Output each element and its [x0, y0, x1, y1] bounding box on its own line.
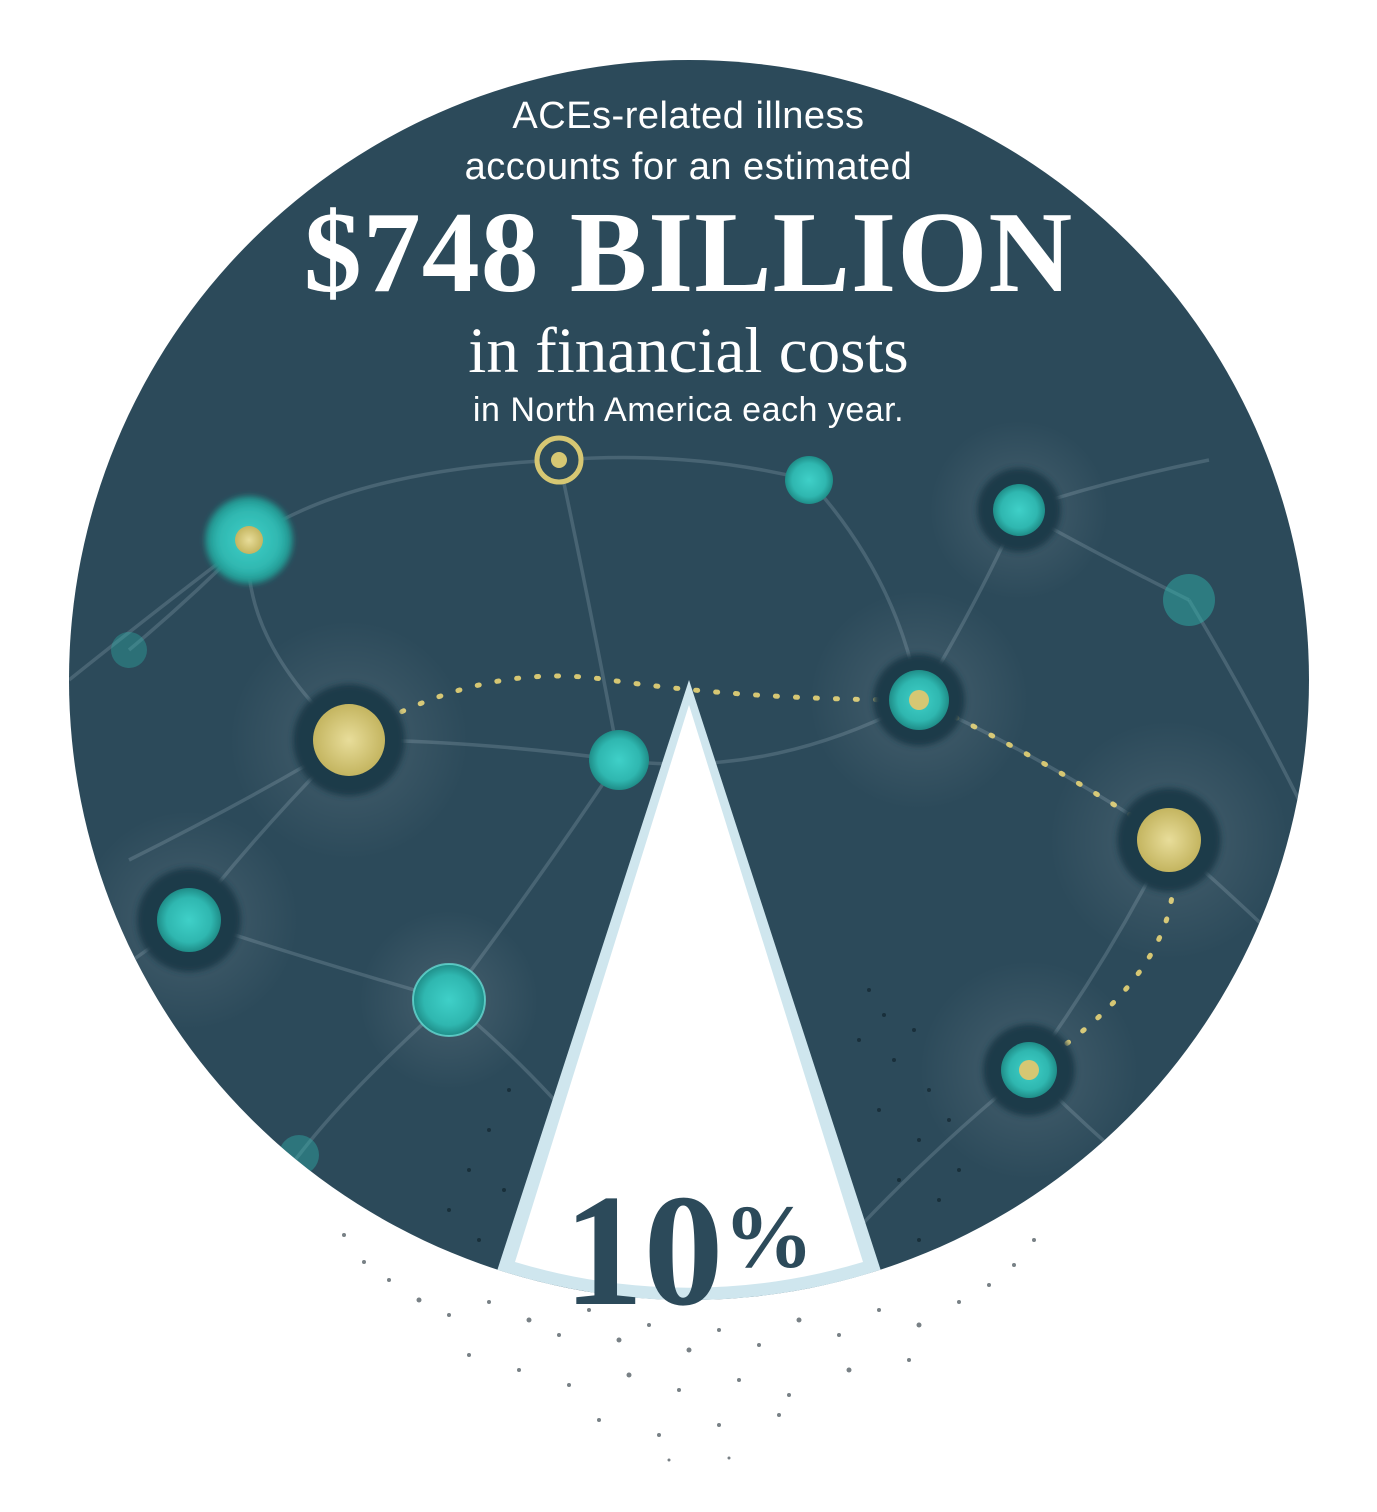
- percent-sign: %: [724, 1188, 814, 1287]
- infographic-pie: ACEs-related illness accounts for an est…: [49, 40, 1329, 1480]
- intro-line-2: accounts for an estimated: [49, 146, 1329, 189]
- intro-line-1: ACEs-related illness: [49, 95, 1329, 138]
- headline-subline: in financial costs: [49, 317, 1329, 385]
- headline-amount: $748 BILLION: [49, 193, 1329, 315]
- percent-number: 10: [564, 1161, 724, 1339]
- intro-line-5: in North America each year.: [49, 391, 1329, 430]
- headline-text-block: ACEs-related illness accounts for an est…: [49, 95, 1329, 430]
- slice-percent-label: 10%: [49, 1170, 1329, 1330]
